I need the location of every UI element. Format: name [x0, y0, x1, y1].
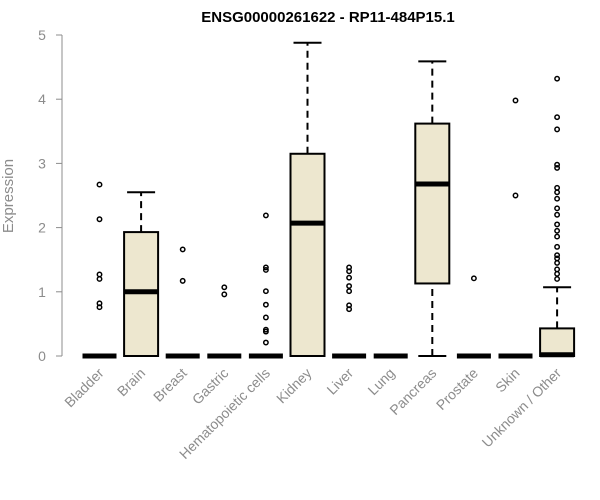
box-10	[498, 97, 533, 359]
outlier-9-0	[470, 275, 477, 282]
outlier-6-4	[346, 274, 353, 281]
outlier-11-18	[554, 114, 561, 121]
outlier-4-8	[262, 212, 269, 219]
outlier-3-1	[221, 284, 228, 291]
outlier-11-8	[554, 227, 561, 234]
y-axis-label: Expression	[0, 159, 17, 233]
outlier-0-2	[96, 276, 103, 282]
box-0	[82, 181, 117, 359]
outlier-11-7	[554, 233, 561, 240]
outlier-4-7	[262, 264, 269, 271]
box-9	[456, 275, 491, 359]
x-tick-label-0: Bladder	[61, 365, 107, 411]
outlier-11-6	[554, 243, 561, 250]
x-tick-label-5: Kidney	[273, 365, 315, 407]
y-axis: 0 1 2 3 4 5	[38, 27, 63, 364]
box-6	[332, 264, 367, 359]
box-2	[165, 246, 200, 359]
x-tick-label-10: Skin	[492, 365, 523, 396]
outlier-6-1	[346, 302, 353, 309]
box-rect-8	[414, 122, 451, 285]
outlier-6-6	[346, 264, 353, 271]
x-tick-label-6: Liver	[323, 365, 356, 398]
outlier-11-9	[554, 221, 561, 228]
outlier-11-17	[554, 126, 561, 133]
box-rect-11	[539, 327, 576, 358]
outlier-11-0	[554, 276, 561, 282]
box-rect-5	[289, 152, 326, 357]
x-tick-label-1: Brain	[114, 365, 148, 399]
x-tick-label-2: Breast	[150, 365, 190, 405]
outlier-4-2	[262, 326, 269, 333]
y-tick-label-4: 4	[38, 91, 46, 107]
outlier-11-12	[554, 195, 561, 202]
outlier-0-1	[96, 300, 103, 307]
chart-title: ENSG00000261622 - RP11-484P15.1	[201, 9, 455, 26]
outlier-0-4	[96, 216, 103, 223]
outlier-4-6	[262, 267, 269, 273]
y-tick-label-0: 0	[38, 348, 46, 364]
outlier-0-3	[96, 271, 103, 278]
outlier-10-1	[512, 97, 519, 104]
box-11	[539, 75, 576, 358]
x-tick-label-11: Unknown / Other	[479, 365, 565, 451]
x-tick-label-9: Prostate	[433, 365, 481, 413]
box-4	[248, 212, 283, 359]
y-tick-label-3: 3	[38, 155, 46, 171]
outlier-11-11	[554, 205, 561, 212]
outlier-11-3	[554, 259, 561, 266]
outlier-2-1	[179, 246, 186, 253]
y-tick-label-1: 1	[38, 284, 46, 300]
outlier-11-4	[554, 255, 561, 262]
box-1	[123, 191, 160, 357]
box-5	[289, 41, 326, 357]
outlier-6-3	[346, 283, 353, 289]
outlier-11-14	[554, 184, 561, 191]
outlier-4-4	[262, 301, 269, 308]
outlier-11-10	[554, 211, 561, 218]
outlier-2-0	[179, 277, 186, 284]
y-tick-label-5: 5	[38, 27, 46, 43]
outlier-11-2	[554, 266, 561, 273]
outlier-11-15	[554, 164, 561, 171]
outlier-0-5	[96, 181, 103, 188]
outlier-11-5	[554, 252, 561, 259]
outlier-4-0	[262, 339, 269, 346]
outlier-11-16	[554, 161, 561, 168]
x-tick-label-7: Lung	[364, 365, 397, 398]
box-8	[414, 60, 451, 357]
outlier-10-0	[512, 192, 519, 199]
boxes-group	[82, 41, 576, 359]
outlier-11-1	[554, 270, 561, 277]
outlier-4-5	[262, 288, 269, 295]
y-tick-label-2: 2	[38, 220, 46, 236]
outlier-6-2	[346, 288, 353, 295]
outlier-3-0	[221, 291, 228, 298]
box-3	[207, 284, 242, 359]
outlier-11-19	[554, 75, 561, 82]
outlier-11-13	[554, 189, 561, 196]
outlier-4-3	[262, 314, 269, 321]
